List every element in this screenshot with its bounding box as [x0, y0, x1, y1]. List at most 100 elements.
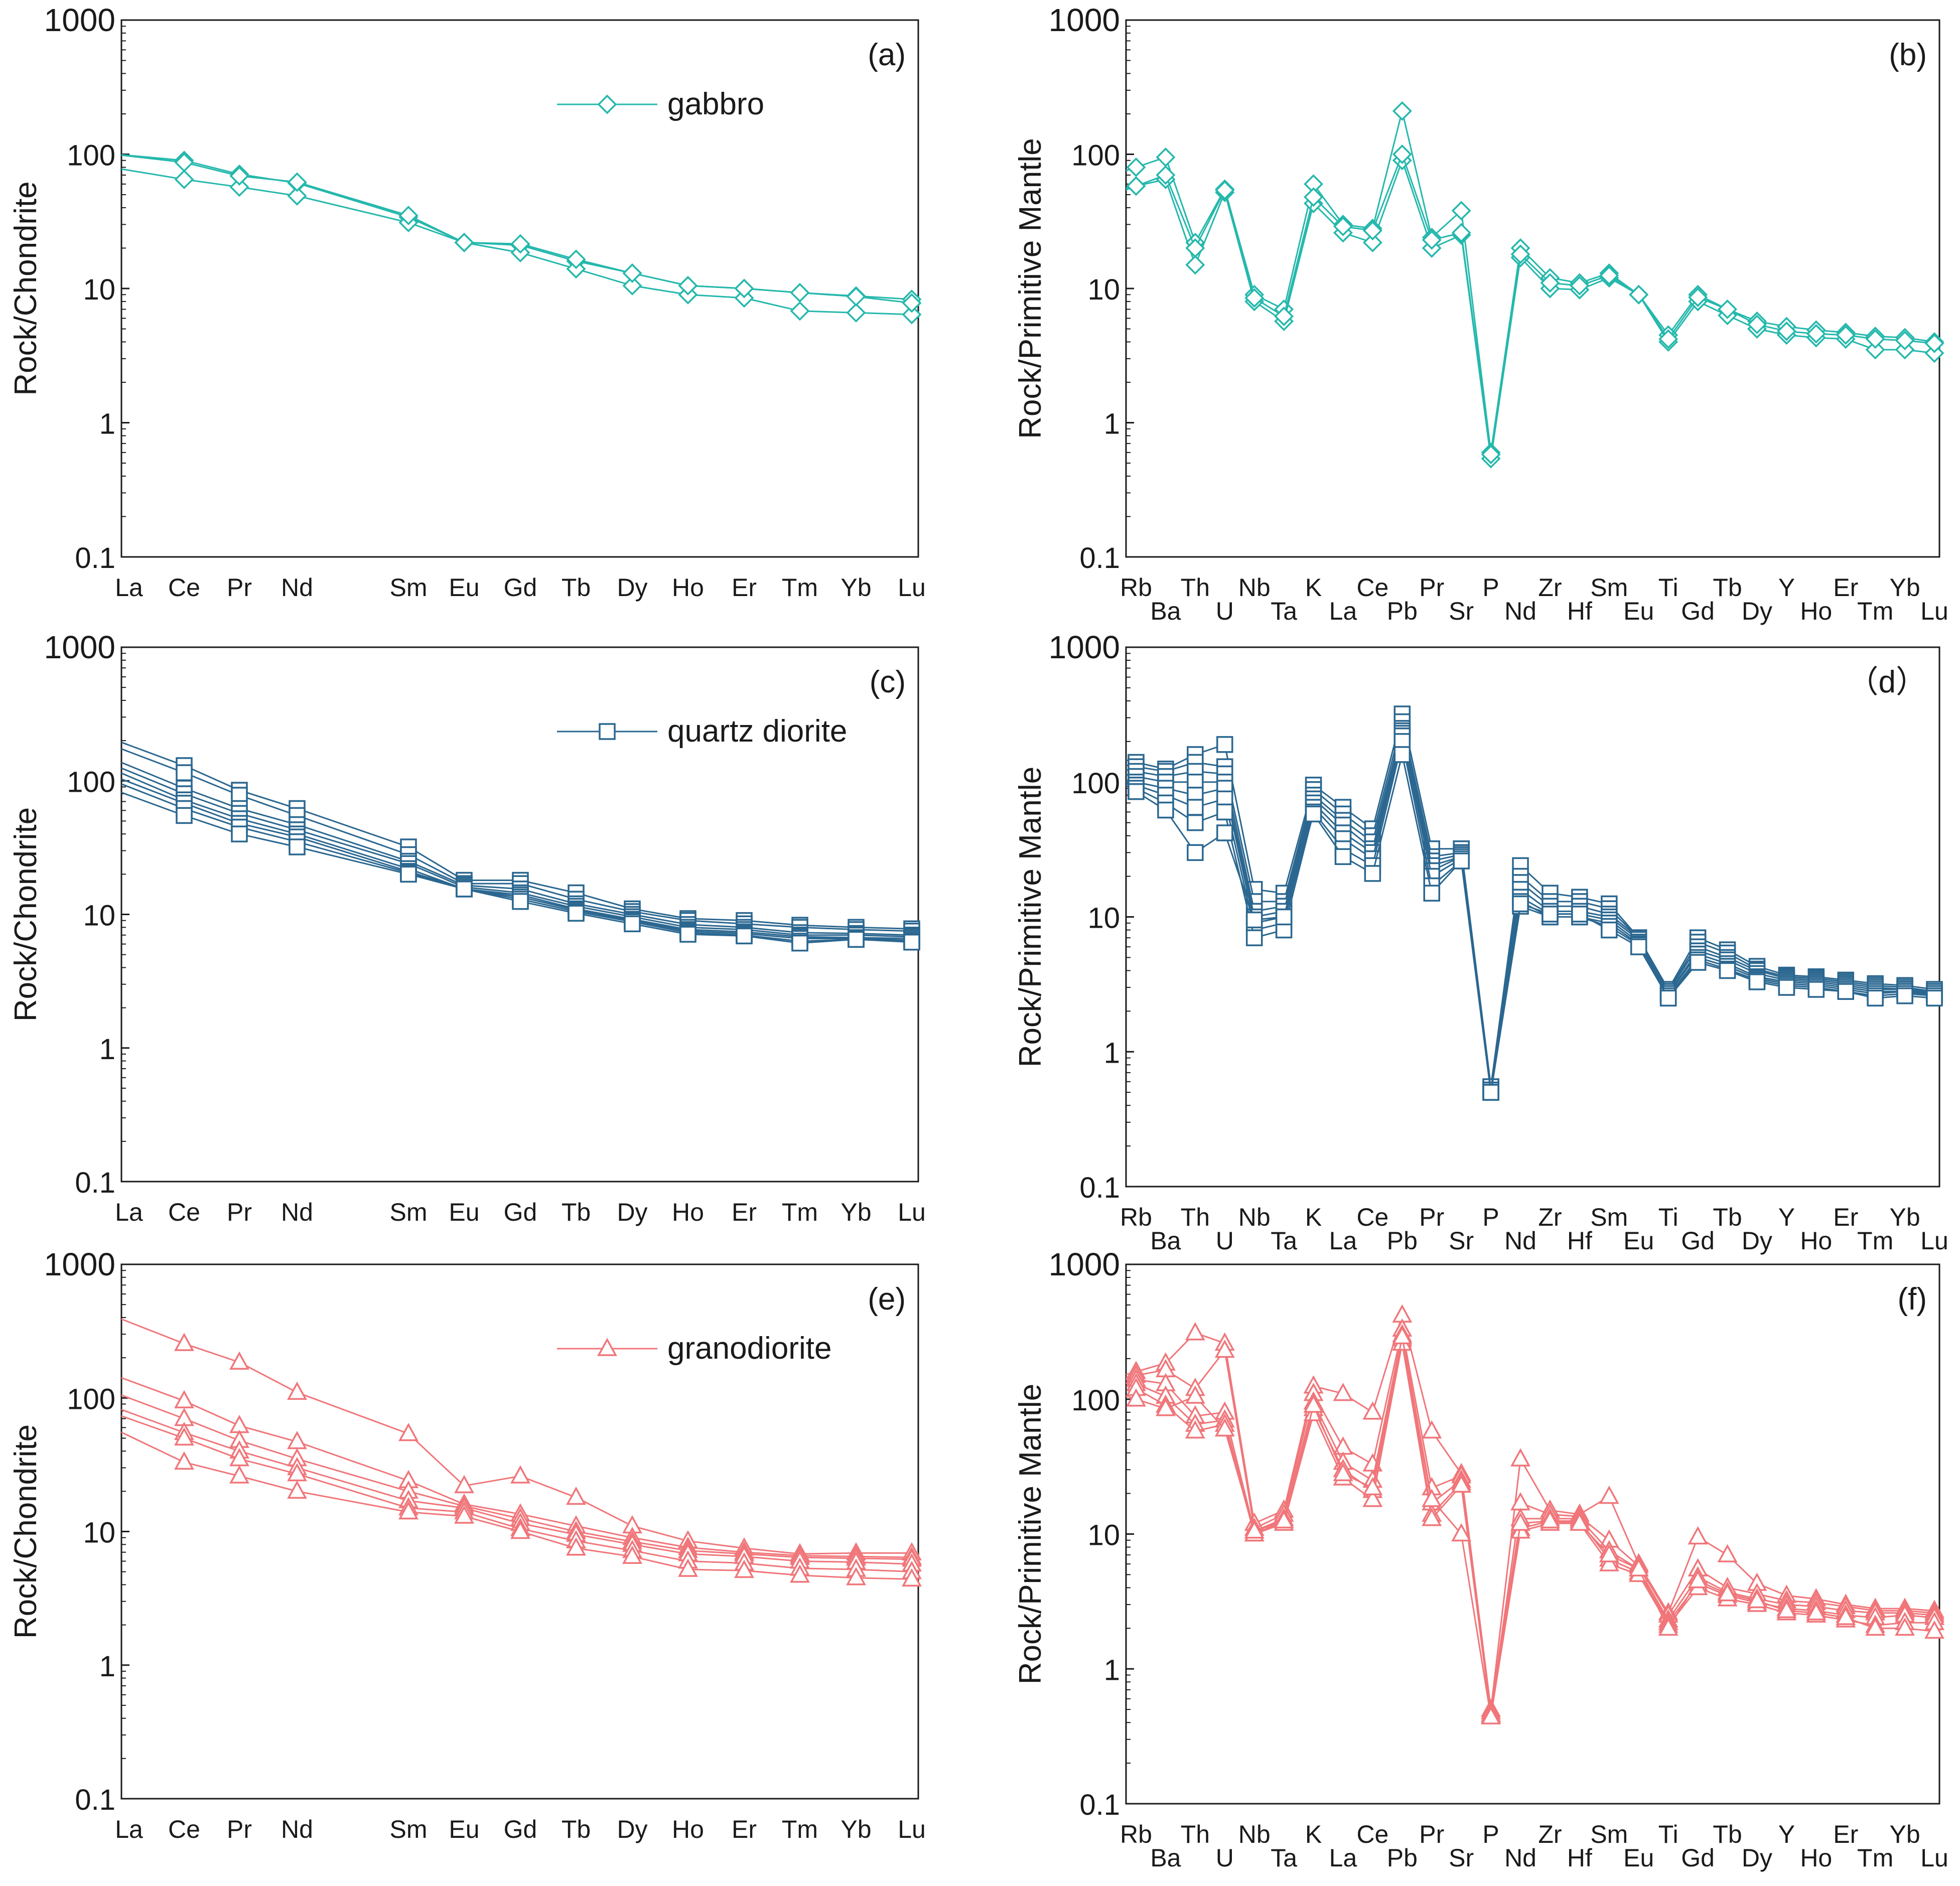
series-line — [121, 1431, 919, 1580]
x-tick-label: Th — [1181, 1820, 1210, 1848]
data-marker — [174, 1390, 194, 1408]
x-tick-label: La — [1329, 1844, 1357, 1872]
data-marker — [1481, 1706, 1501, 1724]
data-marker — [679, 926, 696, 943]
x-tick-label: Dy — [617, 573, 647, 602]
data-marker — [174, 1427, 194, 1446]
x-tick-label: Lu — [898, 1198, 926, 1226]
data-marker — [622, 275, 642, 296]
x-tick-label: Rb — [1120, 1820, 1152, 1848]
x-tick-label: Ti — [1658, 1820, 1678, 1848]
series-line — [121, 792, 919, 944]
data-marker — [1896, 987, 1913, 1004]
legend: quartz diorite — [557, 714, 847, 749]
data-marker — [1451, 1474, 1472, 1493]
x-tick-label: Ti — [1658, 1203, 1678, 1231]
y-tick-label: 10 — [83, 900, 115, 932]
data-marker — [1156, 147, 1176, 167]
data-marker — [597, 94, 617, 114]
data-marker — [790, 282, 810, 303]
x-tick-label: Rb — [1120, 1203, 1152, 1231]
data-marker — [1599, 1553, 1619, 1571]
data-marker — [510, 1520, 530, 1539]
data-marker — [287, 1480, 307, 1499]
x-tick-label: Lu — [1920, 1227, 1948, 1255]
data-marker — [1126, 1388, 1146, 1407]
data-marker — [454, 1475, 474, 1494]
data-marker — [287, 172, 307, 192]
x-tick-label: Tm — [782, 1198, 818, 1226]
y-tick-label: 1000 — [1049, 1246, 1120, 1282]
x-tick-label: Sm — [390, 573, 428, 602]
y-axis-title: Rock/Chondrite — [9, 1424, 43, 1639]
data-marker — [1836, 1607, 1856, 1625]
data-marker — [678, 1558, 698, 1577]
x-tick-label: La — [115, 1198, 143, 1226]
x-tick-label: Gd — [504, 1198, 537, 1226]
data-marker — [231, 825, 248, 842]
y-tick-label: 10 — [1087, 273, 1120, 306]
y-tick-label: 0.1 — [1079, 542, 1120, 574]
x-tick-label: Tb — [1713, 1203, 1742, 1231]
x-tick-label: Yb — [841, 1198, 871, 1226]
y-tick-label: 1 — [99, 1033, 115, 1066]
data-marker — [1776, 1600, 1797, 1619]
x-tick-label: Yb — [841, 573, 871, 602]
data-marker — [174, 1333, 194, 1351]
data-marker — [229, 1465, 249, 1484]
data-marker — [1689, 954, 1707, 971]
x-tick-label: K — [1305, 1820, 1322, 1848]
x-tick-label: Ta — [1271, 1227, 1297, 1255]
data-marker — [1422, 1420, 1442, 1439]
x-tick-label: Yb — [1889, 573, 1920, 602]
x-tick-label: Dy — [617, 1815, 647, 1843]
data-marker — [1244, 1520, 1265, 1539]
y-tick-label: 0.1 — [75, 1784, 115, 1816]
x-tick-label: Hf — [1567, 1844, 1592, 1872]
data-marker — [1806, 1602, 1827, 1621]
data-marker — [846, 286, 866, 307]
x-tick-label: Pr — [1419, 1820, 1444, 1848]
y-tick-label: 1000 — [44, 1246, 115, 1282]
data-marker — [846, 303, 866, 323]
data-marker — [1540, 1510, 1560, 1529]
data-marker — [622, 1545, 642, 1564]
data-marker — [1776, 321, 1796, 341]
x-tick-label: Sr — [1449, 1844, 1474, 1872]
data-marker — [790, 1564, 810, 1583]
data-marker — [1778, 979, 1795, 996]
data-marker — [903, 934, 920, 951]
panel-label: （d） — [1848, 665, 1927, 699]
x-tick-label: Nb — [1238, 1820, 1271, 1848]
data-marker — [1924, 333, 1944, 353]
data-marker — [174, 1451, 194, 1470]
x-tick-label: La — [1329, 597, 1357, 625]
x-tick-label: Ce — [168, 573, 200, 602]
x-tick-label: Er — [1833, 573, 1858, 602]
data-marker — [1599, 1485, 1619, 1504]
data-marker — [622, 263, 642, 283]
x-tick-label: Pb — [1387, 1227, 1418, 1255]
data-marker — [1630, 938, 1647, 955]
x-tick-label: Eu — [1623, 1844, 1654, 1872]
data-marker — [287, 186, 307, 206]
data-marker — [1334, 848, 1352, 865]
data-marker — [1599, 1544, 1619, 1562]
x-tick-label: Yb — [1889, 1820, 1920, 1848]
data-marker — [287, 1463, 307, 1482]
data-marker — [848, 931, 865, 948]
data-marker — [902, 305, 922, 325]
y-tick-label: 1 — [99, 1650, 115, 1683]
data-marker — [1423, 885, 1441, 902]
x-tick-label: Ho — [1800, 1227, 1832, 1255]
panel-label: (e) — [868, 1282, 906, 1317]
x-tick-label: Rb — [1120, 573, 1152, 602]
x-tick-label: Eu — [449, 1815, 479, 1843]
data-marker — [1187, 799, 1204, 816]
x-tick-label: Tb — [562, 573, 591, 602]
data-marker — [510, 1465, 530, 1484]
data-marker — [678, 275, 698, 296]
x-tick-label: Pr — [1419, 1203, 1444, 1231]
data-marker — [1599, 265, 1619, 285]
